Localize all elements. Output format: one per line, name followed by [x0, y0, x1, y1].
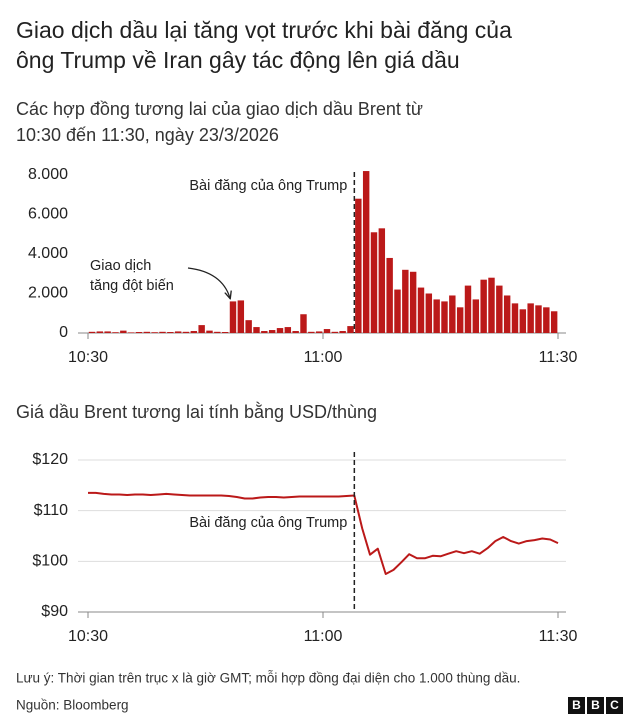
bar: [464, 285, 472, 333]
source: Nguồn: Bloomberg: [16, 698, 129, 713]
y-tick-label: 0: [59, 324, 68, 341]
bar: [292, 331, 299, 333]
bar: [229, 301, 237, 333]
bar: [456, 307, 464, 333]
logo-letter: B: [572, 698, 581, 712]
bar: [143, 331, 151, 333]
bar: [206, 330, 213, 333]
bar: [237, 300, 245, 333]
bar: [308, 331, 315, 333]
bar: [433, 299, 440, 333]
bar: [214, 331, 221, 333]
bar: [331, 331, 339, 333]
bar: [370, 232, 378, 333]
bbc-logo: B B C: [568, 697, 623, 714]
bar: [511, 303, 519, 333]
bar: [543, 307, 550, 333]
logo-block: [606, 697, 623, 714]
x-tick-label: 11:30: [539, 349, 578, 366]
bar: [104, 331, 111, 333]
bar: [441, 301, 448, 333]
bar: [496, 285, 503, 333]
bar: [323, 329, 331, 333]
bar: [339, 331, 346, 333]
annotation: tăng đột biến: [90, 278, 174, 294]
bar: [488, 277, 495, 333]
event-label: Bài đăng của ông Trump: [189, 515, 347, 531]
y-tick-label: 8.000: [28, 166, 68, 183]
bar: [96, 331, 104, 333]
bar: [261, 331, 268, 333]
x-tick-label: 10:30: [68, 349, 108, 366]
annotation-arrow: [187, 267, 230, 298]
bar: [519, 309, 527, 333]
bar: [362, 171, 370, 333]
bar: [535, 305, 542, 333]
y-tick-label: 2.000: [28, 285, 68, 302]
bar: [378, 228, 386, 333]
y-tick-label: $110: [34, 502, 69, 519]
bar: [284, 327, 292, 333]
label-bg: [154, 512, 351, 534]
logo-letter: C: [610, 698, 619, 712]
logo-block: [568, 697, 585, 714]
price-line: [88, 491, 559, 575]
bar: [503, 295, 511, 333]
bar: [276, 328, 284, 333]
bar: [386, 257, 393, 333]
bar: [88, 331, 96, 333]
bar: [480, 279, 487, 333]
bar: [268, 330, 276, 333]
y-tick-label: 6.000: [28, 206, 68, 223]
x-tick-label: 11:00: [304, 628, 343, 645]
event-label: Bài đăng của ông Trump: [189, 178, 347, 194]
bar: [527, 303, 534, 333]
bar: [135, 332, 143, 333]
bar: [127, 332, 135, 333]
bar: [417, 287, 425, 333]
bar: [112, 332, 119, 333]
bar: [159, 331, 166, 333]
bar: [355, 198, 362, 333]
bar: [402, 269, 409, 333]
y-tick-label: 4.000: [28, 245, 68, 262]
logo-letter: B: [591, 698, 600, 712]
bar: [449, 295, 456, 333]
bar: [315, 331, 323, 333]
x-tick-label: 11:00: [304, 349, 343, 366]
logo-block: [587, 697, 604, 714]
y-tick-label: $100: [32, 553, 68, 570]
x-tick-label: 11:30: [539, 628, 578, 645]
chart-title: Các hợp đồng tương lai của giao dịch dầu…: [16, 99, 423, 119]
bar: [190, 331, 198, 333]
y-tick-label: $120: [32, 451, 68, 468]
bar: [550, 311, 558, 333]
footnote: Lưu ý: Thời gian trên trục x là giờ GMT;…: [16, 671, 520, 686]
bar: [300, 314, 307, 333]
headline-line: Giao dịch dầu lại tăng vọt trước khi bài…: [16, 17, 512, 43]
bar: [245, 320, 252, 333]
bar: [151, 332, 158, 333]
bar: [253, 327, 260, 333]
bar: [394, 289, 401, 333]
bar: [472, 299, 480, 333]
x-tick-label: 10:30: [68, 628, 108, 645]
bar: [409, 271, 417, 333]
bar: [221, 332, 229, 333]
annotation: Giao dịch: [90, 258, 151, 274]
bar: [198, 325, 205, 333]
bar: [174, 331, 182, 333]
bar: [347, 326, 354, 333]
bar: [425, 293, 433, 333]
headline-line: ông Trump về Iran gây tác động lên giá d…: [16, 47, 460, 73]
bar: [120, 330, 127, 333]
chart-title: 10:30 đến 11:30, ngày 23/3/2026: [16, 125, 279, 145]
bar: [182, 331, 190, 333]
chart-title: Giá dầu Brent tương lai tính bằng USD/th…: [16, 401, 377, 422]
y-tick-label: $90: [41, 603, 68, 620]
bar: [167, 332, 174, 333]
